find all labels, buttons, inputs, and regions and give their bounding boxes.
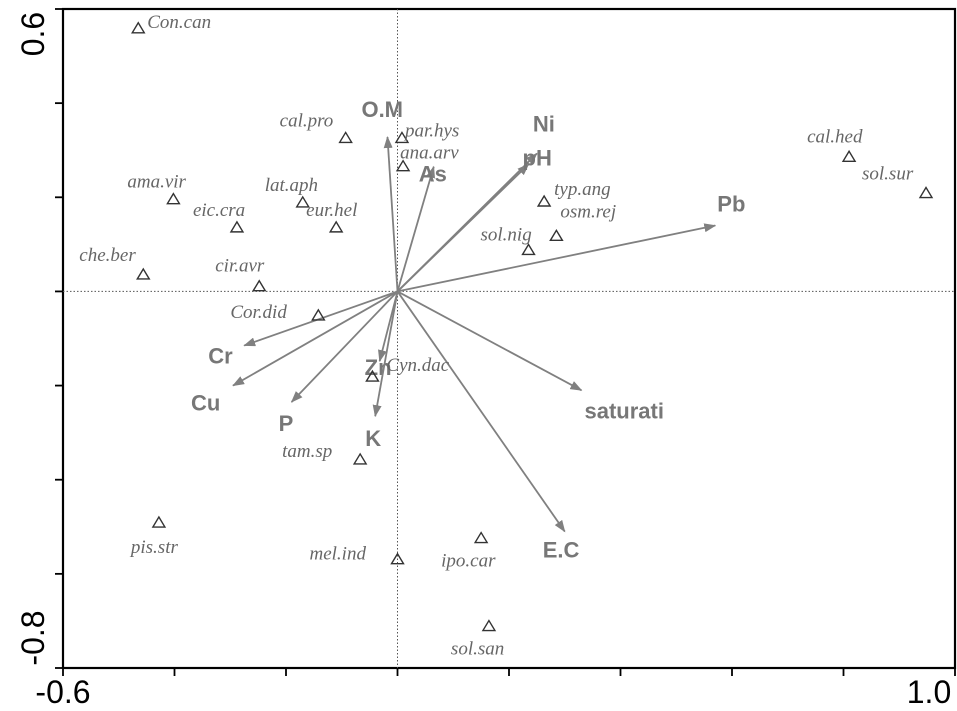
species-label-ama-vir: ama.vir xyxy=(127,172,186,193)
species-label-tam-sp: tam.sp xyxy=(282,441,332,462)
species-label-typ-ang: typ.ang xyxy=(554,179,610,200)
vector-label-pb: Pb xyxy=(717,192,745,217)
vector-arrow-e-c xyxy=(396,290,566,533)
species-marker-cal-hed xyxy=(841,149,857,162)
species-marker-pis-str xyxy=(151,515,167,528)
species-label-con-can: Con.can xyxy=(147,12,211,33)
species-label-mel-ind: mel.ind xyxy=(310,544,367,565)
vector-arrow-k xyxy=(372,291,399,418)
vector-label-k: K xyxy=(365,426,381,451)
species-marker-eic-cra xyxy=(229,220,245,233)
species-label-cal-pro: cal.pro xyxy=(280,110,334,131)
species-marker-lat-aph xyxy=(295,195,310,208)
vector-label-saturati: saturati xyxy=(584,398,663,423)
vector-label-cr: Cr xyxy=(208,344,233,369)
plot-frame xyxy=(61,7,957,670)
species-marker-cor-did xyxy=(311,308,326,321)
species-marker-ipo-car xyxy=(473,531,489,544)
species-label-sol-sur: sol.sur xyxy=(862,164,914,185)
species-marker-sol-nig xyxy=(521,243,536,256)
y-tick-label-max: 0.6 xyxy=(15,12,51,56)
vector-label-ni: Ni xyxy=(533,112,555,137)
vector-label-cu: Cu xyxy=(191,391,220,416)
species-marker-sol-sur xyxy=(918,186,934,199)
vector-label-ph: pH xyxy=(523,145,552,170)
species-label-cir-avr: cir.avr xyxy=(215,256,265,277)
vector-label-o-m: O.M xyxy=(361,97,403,122)
vector-label-p: P xyxy=(279,411,294,436)
vector-arrow-pb xyxy=(397,223,717,293)
species-marker-sol-san xyxy=(481,619,497,632)
species-marker-ama-vir xyxy=(166,192,181,205)
species-label-ipo-car: ipo.car xyxy=(441,551,496,572)
species-marker-cir-avr xyxy=(252,279,267,292)
vector-arrow-o-m xyxy=(383,136,399,292)
y-tick-label-min: -0.8 xyxy=(15,610,51,665)
species-label-osm-rej: osm.rej xyxy=(560,201,616,222)
species-label-sol-san: sol.san xyxy=(451,639,504,660)
species-marker-osm-rej xyxy=(549,228,564,242)
species-label-cal-hed: cal.hed xyxy=(807,126,863,147)
species-marker-mel-ind xyxy=(390,552,405,565)
species-marker-cyn-dac xyxy=(365,369,380,382)
species-label-che-ber: che.ber xyxy=(79,245,136,266)
species-marker-con-can xyxy=(131,21,146,34)
vector-arrow-ph xyxy=(396,163,530,293)
species-label-eur-hel: eur.hel xyxy=(306,200,357,221)
vector-arrow-cu xyxy=(232,290,398,387)
species-marker-par-hys xyxy=(394,131,410,144)
species-marker-typ-ang xyxy=(536,194,552,207)
species-label-sol-nig: sol.nig xyxy=(481,224,532,245)
species-label-par-hys: par.hys xyxy=(403,120,459,141)
vector-arrow-cr xyxy=(243,290,398,347)
axes: -0.6 1.0 0.6 -0.8 xyxy=(15,7,957,710)
vector-label-e-c: E.C xyxy=(543,537,580,562)
species-label-ana-arv: ana.arv xyxy=(400,143,459,164)
vector-arrow-p xyxy=(290,290,399,403)
species-label-pis-str: pis.str xyxy=(129,537,179,558)
species-marker-tam-sp xyxy=(352,452,368,465)
species-marker-ana-arv xyxy=(395,159,411,172)
species-label-cor-did: Cor.did xyxy=(230,302,287,323)
vector-arrow-saturati xyxy=(397,290,583,392)
x-tick-label-max: 1.0 xyxy=(907,674,951,710)
species-label-eic-cra: eic.cra xyxy=(193,200,245,221)
species-marker-cal-pro xyxy=(338,131,353,144)
x-tick-label-min: -0.6 xyxy=(35,674,90,710)
species-marker-eur-hel xyxy=(328,220,344,233)
species-label-lat-aph: lat.aph xyxy=(265,175,318,196)
species-label-cyn-dac: Cyn.dac xyxy=(386,355,449,376)
vector-arrow-as xyxy=(396,165,435,292)
vector-label-as: As xyxy=(419,162,447,187)
species-marker-che-ber xyxy=(136,267,151,280)
